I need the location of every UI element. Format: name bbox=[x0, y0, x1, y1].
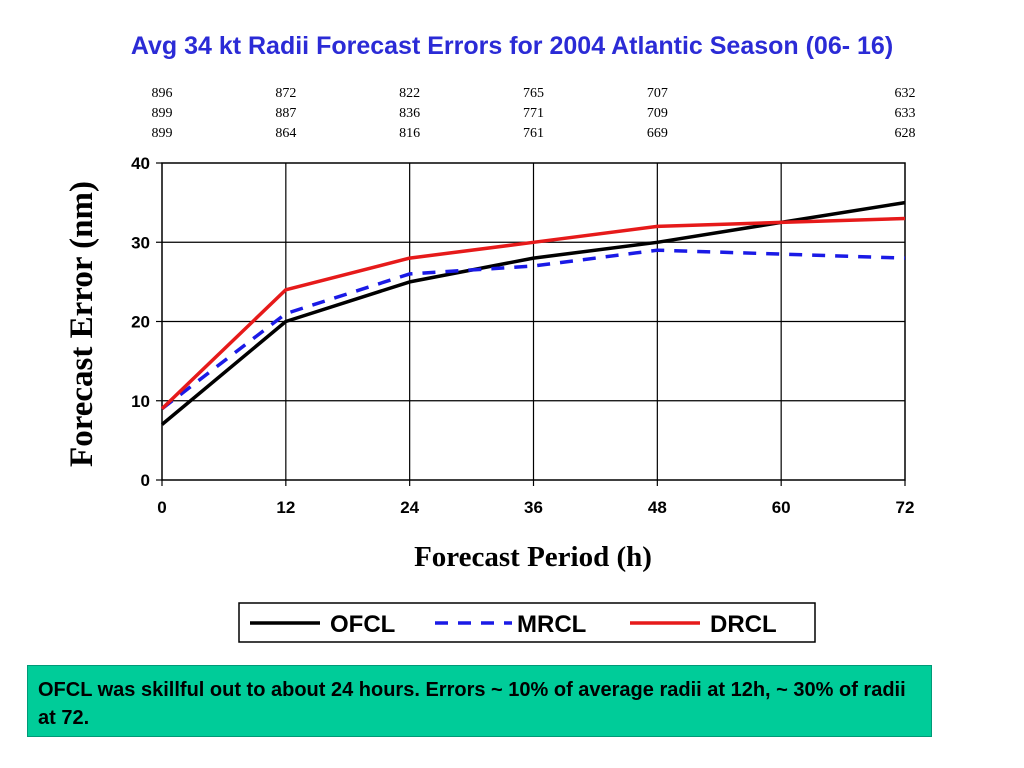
x-tick-label: 12 bbox=[276, 498, 295, 517]
note-box: OFCL was skillful out to about 24 hours.… bbox=[27, 665, 932, 737]
x-tick-label: 72 bbox=[896, 498, 915, 517]
sample-count: 899 bbox=[152, 106, 173, 121]
error-line-chart: 0 10 20 30 40 0 12 24 36 48 60 72 896 899 899 872 887 864… bbox=[64, 86, 916, 643]
sample-count: 707 bbox=[647, 86, 668, 101]
sample-count: 887 bbox=[275, 106, 296, 121]
x-tick-label: 24 bbox=[400, 498, 419, 517]
sample-count: 816 bbox=[399, 126, 420, 141]
y-tick-label: 10 bbox=[131, 392, 150, 411]
sample-count: 896 bbox=[152, 86, 173, 101]
sample-count: 822 bbox=[399, 86, 420, 101]
y-axis-title: Forecast Error (nm) bbox=[64, 181, 100, 467]
y-tick-label: 40 bbox=[131, 154, 150, 173]
sample-count: 633 bbox=[895, 106, 916, 121]
sample-count: 632 bbox=[895, 86, 916, 101]
x-tick-label: 36 bbox=[524, 498, 543, 517]
sample-count: 864 bbox=[275, 126, 296, 141]
legend-label-mrcl: MRCL bbox=[517, 611, 586, 638]
sample-count: 872 bbox=[275, 86, 296, 101]
note-text: OFCL was skillful out to about 24 hours.… bbox=[38, 679, 906, 729]
slide-title: Avg 34 kt Radii Forecast Errors for 2004… bbox=[130, 32, 894, 60]
sample-count: 761 bbox=[523, 126, 544, 141]
sample-count: 836 bbox=[399, 106, 420, 121]
sample-count: 669 bbox=[647, 126, 668, 141]
legend-label-ofcl: OFCL bbox=[330, 611, 395, 638]
x-axis-title: Forecast Period (h) bbox=[414, 541, 652, 573]
x-tick-label: 0 bbox=[157, 498, 166, 517]
sample-count: 765 bbox=[523, 86, 544, 101]
sample-count: 771 bbox=[523, 106, 544, 121]
x-tick-label: 48 bbox=[648, 498, 667, 517]
y-tick-label: 0 bbox=[141, 471, 150, 490]
y-tick-label: 20 bbox=[131, 313, 150, 332]
sample-count: 709 bbox=[647, 106, 668, 121]
sample-count: 628 bbox=[895, 126, 916, 141]
legend-label-drcl: DRCL bbox=[710, 611, 777, 638]
series-line-drcl bbox=[160, 216, 906, 410]
x-tick-label: 60 bbox=[772, 498, 791, 517]
legend-box bbox=[238, 602, 816, 643]
y-tick-label: 30 bbox=[131, 233, 150, 252]
sample-count: 899 bbox=[152, 126, 173, 141]
